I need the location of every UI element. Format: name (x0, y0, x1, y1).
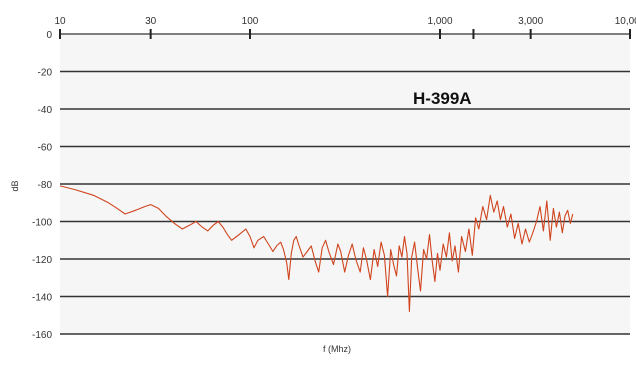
y-tick-label: -140 (32, 293, 52, 304)
y-tick-label: -20 (38, 68, 53, 79)
x-axis-ticks: 10 30 100 1,000 3,000 10,000 (54, 16, 636, 39)
series-line (59, 185, 574, 313)
x-tick-label: 100 (242, 16, 259, 27)
y-tick-label: -120 (32, 255, 52, 266)
y-tick-label: -60 (38, 143, 53, 154)
grid-layer (60, 33, 630, 335)
x-tick-label: 10 (54, 16, 66, 27)
x-tick-label: 10,000 (615, 16, 636, 27)
y-tick-label: -160 (32, 330, 52, 341)
x-tick-label: 3,000 (518, 16, 543, 27)
y-tick-label: 0 (46, 30, 52, 41)
series-layer (59, 185, 574, 313)
model-label: H-399A (413, 89, 472, 108)
x-tick-label: 1,000 (427, 16, 452, 27)
y-tick-label: -40 (38, 105, 53, 116)
x-axis-label: f (Mhz) (323, 344, 351, 354)
y-axis-label: dB (10, 180, 20, 191)
y-axis-ticks: 0 -20 -40 -60 -80 -100 -120 -140 -160 (32, 30, 52, 341)
x-tick-label: 30 (145, 16, 157, 27)
y-tick-label: -100 (32, 218, 52, 229)
y-tick-label: -80 (38, 180, 53, 191)
